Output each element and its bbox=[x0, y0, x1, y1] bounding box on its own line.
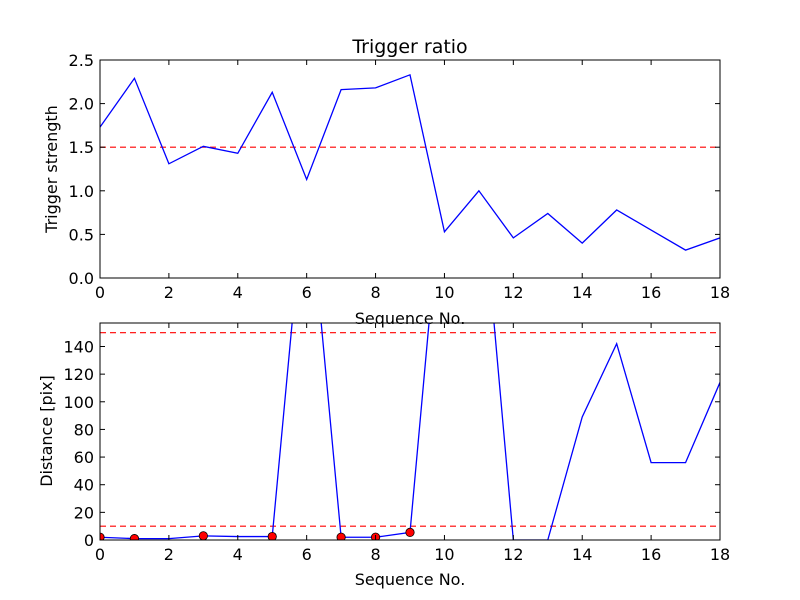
y-tick-label: 80 bbox=[74, 420, 94, 439]
data-point-marker bbox=[336, 532, 346, 540]
axes-frame bbox=[99, 59, 721, 279]
y-tick-label: 2.5 bbox=[69, 51, 94, 70]
x-tick-label: 6 bbox=[302, 545, 312, 564]
x-tick-label: 4 bbox=[233, 545, 243, 564]
data-point-marker bbox=[405, 527, 415, 537]
data-point-marker bbox=[267, 531, 277, 540]
y-axis-label: Trigger strength bbox=[42, 105, 61, 234]
ticks: 0 2 4 6 8 10 12 14 16 18 0 20 40 60 80 100 120 140 bbox=[63, 323, 730, 564]
y-tick-label: 1.0 bbox=[69, 182, 94, 201]
x-axis-label: Sequence No. bbox=[355, 309, 466, 328]
y-tick-label: 20 bbox=[74, 503, 94, 522]
x-tick-label: 8 bbox=[370, 545, 380, 564]
y-axis-label: Distance [pix] bbox=[37, 375, 56, 487]
x-tick-label: 0 bbox=[95, 283, 105, 302]
series-line bbox=[100, 73, 720, 251]
plot-clip-group bbox=[100, 323, 720, 540]
trigger-ratio-chart: Trigger ratio 0 2 4 6 8 10 12 14 16 18 0.0 0.5 1.0 1.… bbox=[42, 36, 730, 328]
data-point-marker bbox=[129, 534, 140, 540]
x-tick-label: 14 bbox=[572, 283, 592, 302]
x-tick-label: 16 bbox=[641, 545, 661, 564]
x-tick-label: 14 bbox=[572, 545, 592, 564]
x-tick-label: 0 bbox=[95, 545, 105, 564]
x-tick-label: 18 bbox=[710, 545, 730, 564]
x-tick-label: 4 bbox=[233, 283, 243, 302]
x-tick-label: 8 bbox=[370, 283, 380, 302]
x-tick-label: 12 bbox=[503, 283, 523, 302]
x-tick-label: 6 bbox=[302, 283, 312, 302]
plot-area bbox=[100, 73, 720, 251]
y-tick-label: 0.5 bbox=[69, 225, 94, 244]
x-axis-label: Sequence No. bbox=[355, 570, 466, 589]
distance-chart: 0 2 4 6 8 10 12 14 16 18 0 20 40 60 80 100 120 140 Sequen… bbox=[37, 322, 730, 589]
x-tick-label: 2 bbox=[164, 545, 174, 564]
ticks: 0 2 4 6 8 10 12 14 16 18 0.0 0.5 1.0 1.5 2.0 2.5 bbox=[69, 51, 731, 302]
x-tick-label: 16 bbox=[641, 283, 661, 302]
y-tick-label: 1.5 bbox=[69, 138, 94, 157]
y-tick-label: 120 bbox=[63, 365, 94, 384]
y-tick-label: 2.0 bbox=[69, 95, 94, 114]
y-tick-label: 60 bbox=[74, 448, 94, 467]
plot-clip-group bbox=[100, 73, 720, 251]
axes-frame bbox=[99, 322, 721, 541]
y-tick-label: 0.0 bbox=[69, 269, 94, 288]
x-tick-label: 2 bbox=[164, 283, 174, 302]
y-tick-label: 140 bbox=[63, 337, 94, 356]
plot-area bbox=[100, 323, 720, 540]
chart-title: Trigger ratio bbox=[351, 36, 467, 58]
x-tick-label: 10 bbox=[434, 283, 454, 302]
y-tick-label: 40 bbox=[74, 476, 94, 495]
x-tick-label: 18 bbox=[710, 283, 730, 302]
y-tick-label: 100 bbox=[63, 393, 94, 412]
x-tick-label: 12 bbox=[503, 545, 523, 564]
y-tick-label: 0 bbox=[84, 531, 94, 550]
x-tick-label: 10 bbox=[434, 545, 454, 564]
data-point-marker bbox=[198, 531, 208, 540]
